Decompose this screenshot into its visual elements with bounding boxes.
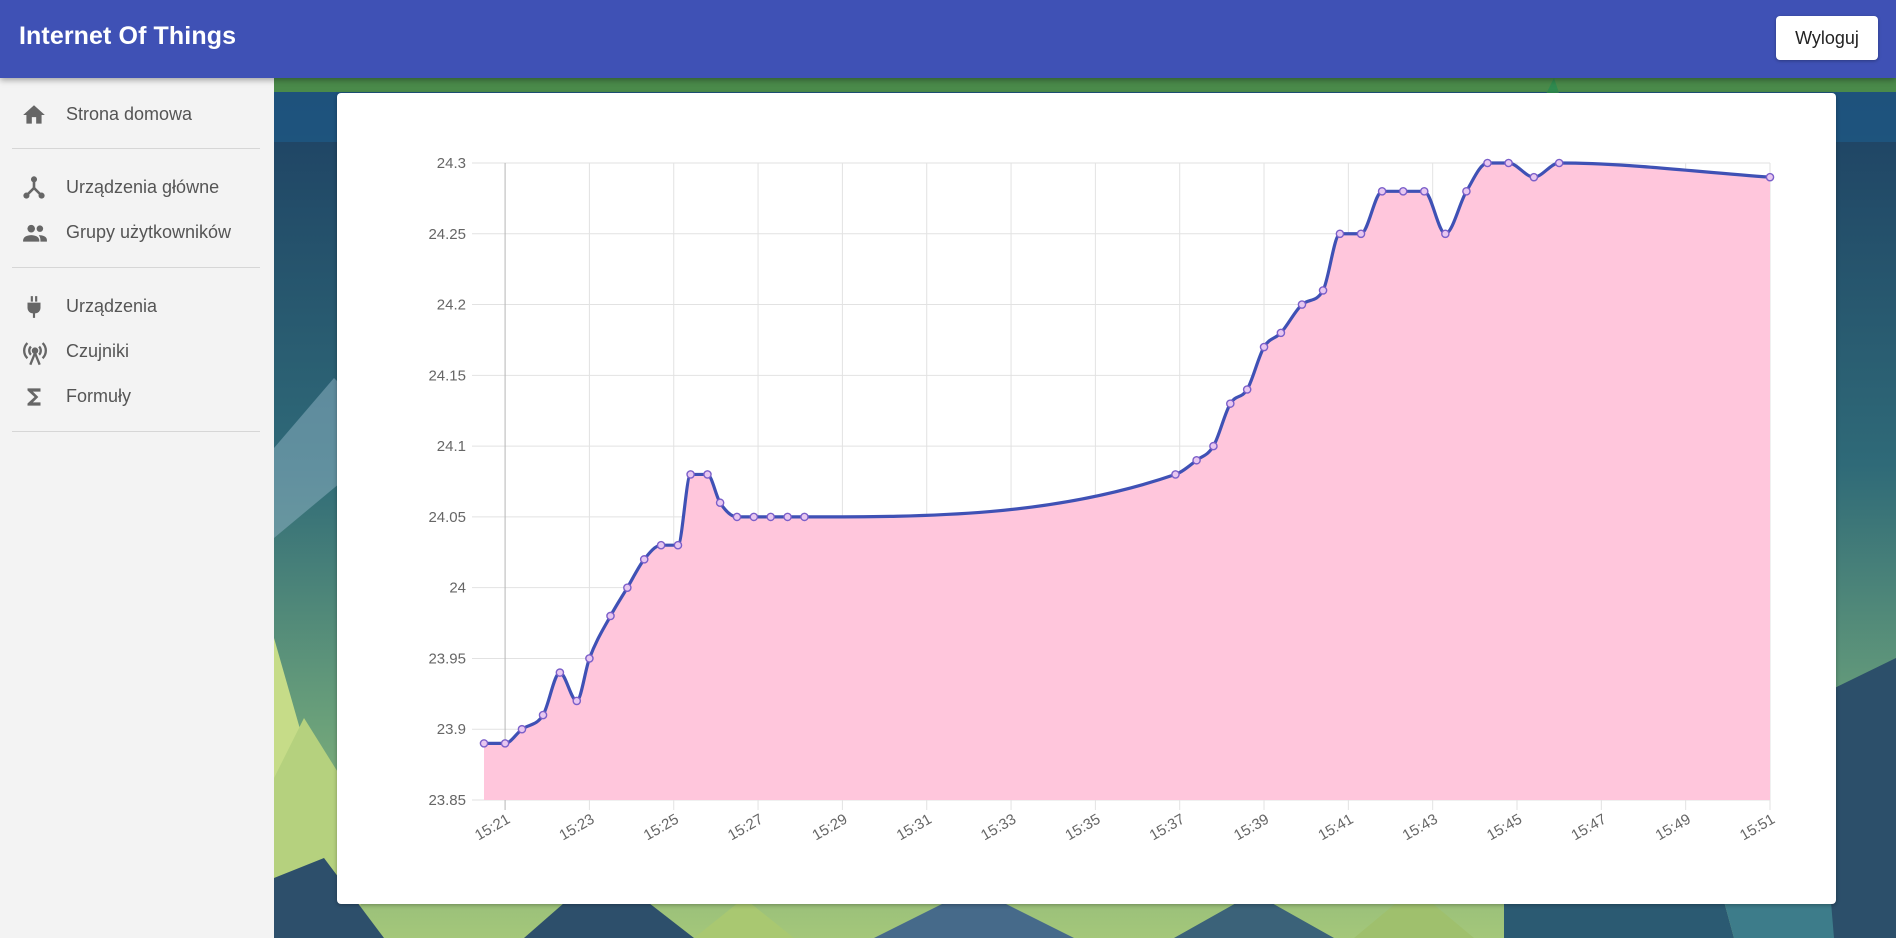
x-tick-label: 15:33 [978, 811, 1019, 844]
data-point[interactable] [1398, 187, 1408, 196]
y-tick-label: 24.2 [437, 297, 466, 314]
y-tick-label: 24.1 [437, 438, 466, 455]
data-point[interactable] [1171, 470, 1180, 479]
data-point[interactable] [538, 710, 548, 720]
x-tick-label: 15:27 [725, 811, 766, 844]
sensor-icon [21, 339, 47, 366]
x-tick-label: 15:35 [1062, 811, 1103, 844]
chart-card: 24.3 24.25 24.2 24.15 24.1 24.05 24 23.95 23.9 23… [337, 93, 1836, 904]
data-point[interactable] [1192, 455, 1201, 465]
x-tick-label: 15:43 [1400, 811, 1441, 844]
data-point[interactable] [1297, 300, 1307, 309]
sidebar-item-label: Urządzenia [66, 296, 158, 316]
sidebar-item-home[interactable]: Strona domowa [0, 92, 274, 136]
y-tick-label: 24 [449, 580, 466, 597]
data-point[interactable] [1765, 172, 1775, 182]
data-point[interactable] [1462, 187, 1471, 196]
x-tick-label: 15:21 [472, 811, 513, 844]
temperature-chart: 24.3 24.25 24.2 24.15 24.1 24.05 24 23.95 23.9 23… [428, 155, 1778, 844]
hub-icon [21, 175, 47, 201]
data-point[interactable] [1276, 328, 1286, 338]
y-tick-label: 23.95 [428, 650, 466, 667]
sidebar-item-sensors[interactable]: Czujniki [0, 329, 274, 373]
data-point[interactable] [1226, 399, 1235, 408]
x-tick-label: 15:39 [1231, 811, 1272, 844]
sidebar-item-user-groups[interactable]: Grupy użytkowników [0, 210, 274, 254]
y-tick-label: 23.9 [437, 721, 466, 738]
data-point[interactable] [517, 724, 527, 734]
x-tick-label: 15:45 [1484, 811, 1525, 844]
data-point[interactable] [1335, 229, 1345, 239]
data-point[interactable] [572, 696, 582, 706]
logout-button[interactable]: Wyloguj [1776, 16, 1878, 60]
data-point[interactable] [783, 512, 792, 522]
x-tick-label: 15:25 [641, 811, 682, 844]
data-point[interactable] [1209, 441, 1218, 451]
y-tick-label: 24.15 [428, 367, 466, 384]
sidebar-item-main-devices[interactable]: Urządzenia główne [0, 165, 274, 209]
data-point[interactable] [1318, 286, 1328, 295]
sidebar-item-label: Czujniki [66, 341, 130, 361]
x-tick-label: 15:47 [1568, 811, 1609, 844]
data-point[interactable] [1259, 342, 1269, 352]
data-point[interactable] [1529, 172, 1539, 182]
data-point[interactable] [1419, 187, 1429, 196]
data-point[interactable] [673, 540, 683, 550]
sidebar-item-label: Strona domowa [66, 104, 193, 124]
data-point[interactable] [1554, 158, 1564, 168]
data-point[interactable] [1504, 158, 1513, 168]
sigma-icon [21, 384, 47, 410]
data-point[interactable] [500, 739, 510, 748]
data-point[interactable] [555, 668, 565, 677]
data-point[interactable] [479, 739, 489, 748]
sidebar-item-label: Urządzenia główne [66, 177, 220, 197]
y-tick-label: 24.3 [437, 155, 466, 172]
data-point[interactable] [1356, 229, 1366, 239]
data-point[interactable] [686, 470, 695, 479]
x-tick-label: 15:23 [556, 811, 597, 844]
x-tick-label: 15:49 [1653, 811, 1694, 844]
sidebar-divider [12, 267, 260, 268]
x-tick-label: 15:31 [894, 811, 935, 844]
sidebar-item-label: Formuły [66, 386, 132, 406]
plug-icon [21, 294, 47, 320]
y-tick-label: 24.25 [428, 226, 466, 243]
app-title: Internet Of Things [19, 22, 237, 50]
data-point[interactable] [606, 611, 615, 621]
y-tick-label: 24.05 [428, 509, 466, 526]
sidebar-item-label: Grupy użytkowników [66, 222, 232, 242]
sidebar-divider [12, 148, 260, 149]
data-point[interactable] [1441, 229, 1450, 239]
data-point[interactable] [585, 654, 594, 663]
home-icon [21, 102, 47, 128]
x-tick-label: 15:51 [1737, 811, 1778, 844]
data-point[interactable] [715, 498, 725, 508]
sidebar: Strona domowa Urządzenia główne Grupy uż… [0, 78, 274, 938]
data-point[interactable] [623, 583, 632, 592]
sidebar-divider [12, 431, 260, 432]
data-point[interactable] [766, 512, 776, 522]
data-point[interactable] [800, 512, 809, 522]
data-point[interactable] [732, 512, 742, 522]
x-tick-label: 15:29 [809, 811, 850, 844]
data-point[interactable] [749, 512, 759, 522]
data-point[interactable] [703, 470, 712, 479]
sidebar-item-formulas[interactable]: Formuły [0, 374, 274, 418]
people-icon [21, 220, 47, 246]
data-point[interactable] [656, 540, 666, 550]
data-point[interactable] [639, 555, 649, 564]
app-bar: Internet Of Things Wyloguj [0, 0, 1896, 78]
data-point[interactable] [1483, 158, 1492, 168]
y-tick-label: 23.85 [428, 792, 466, 809]
data-point[interactable] [1377, 187, 1387, 196]
x-tick-label: 15:41 [1315, 811, 1356, 844]
series-area [484, 163, 1770, 800]
data-point[interactable] [1242, 385, 1252, 394]
x-tick-label: 15:37 [1147, 811, 1188, 844]
sidebar-item-devices[interactable]: Urządzenia [0, 284, 274, 328]
